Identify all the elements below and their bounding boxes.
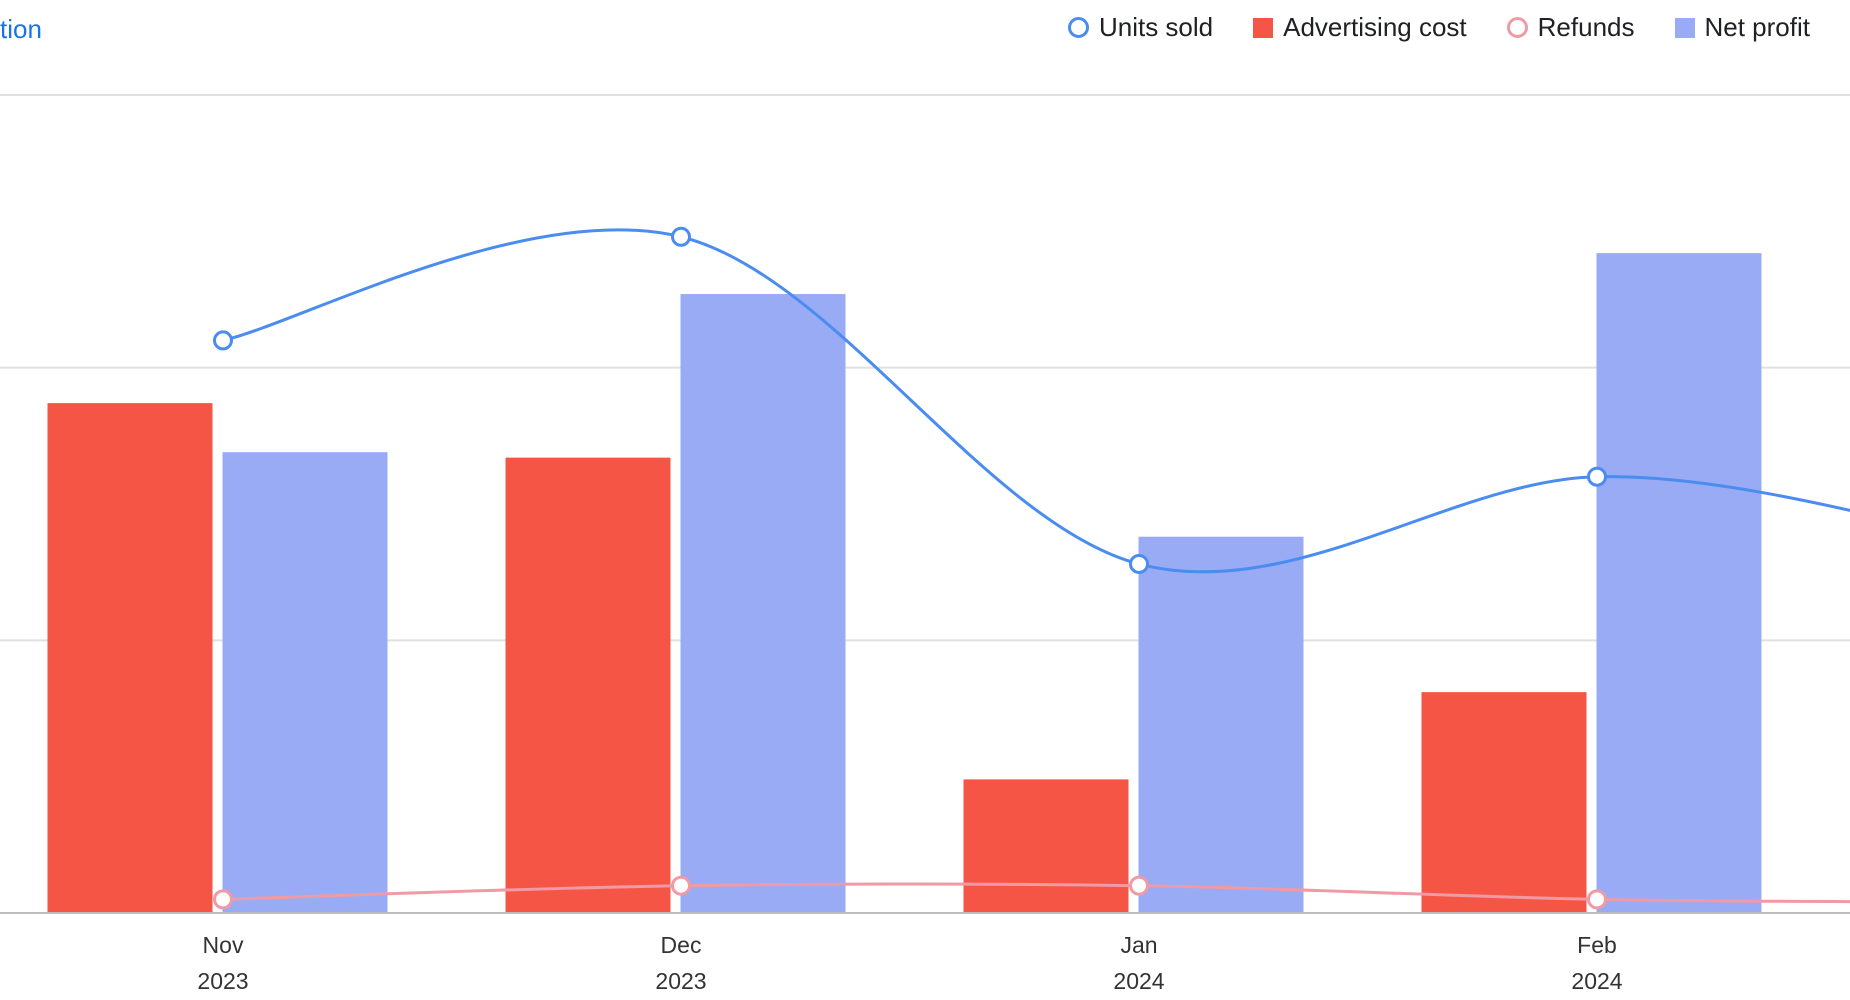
net-profit-swatch-icon (1674, 17, 1695, 38)
legend-label-net-profit: Net profit (1704, 12, 1811, 42)
point-units-sold[interactable] (213, 330, 233, 351)
point-refunds[interactable] (1129, 875, 1149, 896)
header-link[interactable]: tion (0, 14, 42, 44)
bar-net-profit[interactable] (1596, 253, 1762, 913)
point-refunds[interactable] (1587, 889, 1607, 910)
x-tick-label-year: 2023 (655, 968, 706, 994)
legend-item-units-sold[interactable]: Units sold (1067, 12, 1214, 43)
x-tick-label-month: Jan (1120, 932, 1157, 958)
legend-label-refunds: Refunds (1537, 12, 1635, 42)
x-tick-label-year: 2024 (1571, 968, 1622, 994)
bar-advertising-cost[interactable] (505, 457, 671, 913)
x-tick-label-month: Feb (1577, 932, 1617, 958)
x-tick-label-month: Nov (203, 932, 244, 958)
legend-label-units-sold: Units sold (1098, 12, 1214, 42)
bar-net-profit[interactable] (680, 294, 846, 914)
bar-net-profit[interactable] (1138, 536, 1304, 913)
legend-item-advertising-cost[interactable]: Advertising cost (1253, 12, 1467, 43)
advertising-cost-swatch-icon (1253, 17, 1274, 38)
bar-advertising-cost[interactable] (1421, 692, 1587, 913)
legend-item-net-profit[interactable]: Net profit (1674, 12, 1811, 43)
legend-label-advertising-cost: Advertising cost (1283, 12, 1467, 42)
line-units-sold (222, 228, 1850, 574)
point-units-sold[interactable] (1129, 553, 1149, 574)
bar-net-profit[interactable] (222, 452, 388, 913)
legend: Units sold Advertising cost Refunds Net … (1067, 12, 1811, 43)
legend-item-refunds[interactable]: Refunds (1506, 12, 1635, 43)
bar-advertising-cost[interactable] (47, 403, 213, 913)
x-tick-label-month: Dec (661, 932, 702, 958)
bar-advertising-cost[interactable] (963, 779, 1129, 913)
units-sold-swatch-icon (1067, 17, 1089, 38)
x-tick-label-year: 2024 (1113, 968, 1164, 994)
point-refunds[interactable] (671, 875, 691, 896)
point-units-sold[interactable] (671, 226, 691, 247)
point-units-sold[interactable] (1587, 466, 1607, 487)
refunds-swatch-icon (1506, 17, 1528, 38)
x-tick-label-year: 2023 (197, 968, 248, 994)
point-refunds[interactable] (213, 889, 233, 910)
